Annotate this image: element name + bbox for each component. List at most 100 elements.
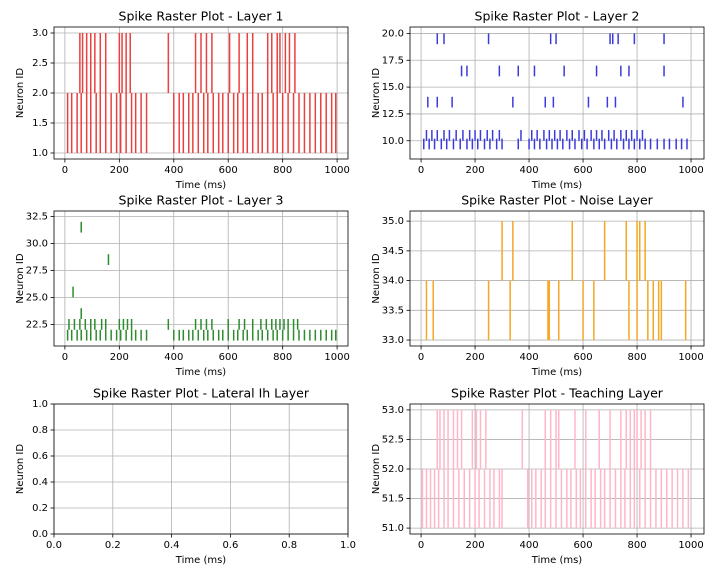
y-tick-label: 52.0: [382, 464, 404, 475]
y-tick-label: 15.0: [382, 82, 404, 93]
y-tick-label: 1.0: [32, 399, 48, 410]
x-tick-label: 0.8: [281, 540, 297, 551]
y-tick-label: 35.0: [382, 216, 404, 227]
axes-frame: [53, 403, 349, 535]
x-tick-label: 0.0: [46, 540, 62, 551]
x-tick-label: 200: [110, 352, 129, 363]
x-axis-label: Time (ms): [531, 367, 583, 378]
y-axis-label: Neuron ID: [371, 68, 382, 118]
x-tick-label: 0: [418, 540, 424, 551]
y-tick-label: 33.0: [382, 335, 404, 346]
y-axis-label: Neuron ID: [15, 444, 26, 494]
x-tick-label: 1000: [678, 165, 703, 176]
events: [423, 33, 688, 150]
x-tick-label: 1.0: [340, 540, 356, 551]
x-axis-label: Time (ms): [531, 180, 583, 191]
chart-title: Spike Raster Plot - Lateral Ih Layer: [93, 386, 310, 401]
y-tick-label: 12.5: [382, 109, 404, 120]
axes-frame: [53, 210, 349, 347]
x-tick-label: 200: [466, 352, 485, 363]
chart-title: Spike Raster Plot - Layer 1: [119, 9, 284, 24]
x-tick-label: 200: [466, 540, 485, 551]
y-tick-label: 2.5: [32, 58, 48, 69]
x-tick-label: 0: [62, 352, 68, 363]
chart-title: Spike Raster Plot - Layer 3: [119, 193, 284, 208]
y-tick-label: 25.0: [26, 292, 48, 303]
x-tick-label: 600: [574, 540, 593, 551]
x-tick-label: 0: [418, 352, 424, 363]
y-tick-label: 0.0: [32, 529, 48, 540]
x-tick-label: 800: [627, 352, 646, 363]
y-tick-label: 22.5: [26, 319, 48, 330]
chart-title: Spike Raster Plot - Noise Layer: [461, 193, 653, 208]
y-tick-label: 51.0: [382, 523, 404, 534]
subplot: 0 200 400 600 800 1000 22.5 25.0 27.5 30.0 32.5 Spi…: [15, 193, 350, 379]
events: [425, 221, 687, 341]
y-tick-label: 0.8: [32, 425, 48, 436]
subplot: 0.0 0.2 0.4 0.6 0.8 1.0 0.0 0.2 0.4 0.6 0.8 1.0 Spik…: [15, 386, 356, 567]
subplot: 0 200 400 600 800 1000 1.0 1.5 2.0 2.5 3.0 Spike Ra…: [15, 9, 350, 192]
x-tick-label: 1000: [324, 165, 349, 176]
x-tick-label: 600: [219, 165, 238, 176]
y-tick-label: 27.5: [26, 265, 48, 276]
x-tick-label: 800: [627, 165, 646, 176]
x-axis-label: Time (ms): [531, 555, 583, 566]
y-axis-label: Neuron ID: [371, 253, 382, 303]
y-tick-label: 34.0: [382, 276, 404, 287]
y-tick-label: 51.5: [382, 494, 404, 505]
events: [66, 221, 337, 341]
y-tick-label: 2.0: [32, 88, 48, 99]
y-tick-label: 52.5: [382, 434, 404, 445]
x-tick-label: 0.2: [105, 540, 121, 551]
x-tick-label: 600: [574, 165, 593, 176]
x-tick-label: 1000: [678, 352, 703, 363]
x-tick-label: 1000: [678, 540, 703, 551]
x-axis-label: Time (ms): [175, 555, 227, 566]
x-tick-label: 200: [110, 165, 129, 176]
subplot: 0 200 400 600 800 1000 33.0 33.5 34.0 34.5 35.0 Spi…: [371, 193, 705, 378]
x-tick-label: 800: [627, 540, 646, 551]
x-tick-label: 0.4: [164, 540, 180, 551]
y-tick-label: 20.0: [382, 28, 404, 39]
y-axis-label: Neuron ID: [371, 444, 382, 494]
y-axis-label: Neuron ID: [15, 253, 26, 303]
y-tick-label: 53.0: [382, 405, 404, 416]
x-tick-label: 0: [62, 165, 68, 176]
x-tick-label: 600: [574, 352, 593, 363]
x-tick-label: 400: [520, 352, 539, 363]
y-axis-label: Neuron ID: [15, 68, 26, 118]
x-tick-label: 0.6: [222, 540, 238, 551]
x-tick-label: 400: [164, 352, 183, 363]
x-tick-label: 400: [164, 165, 183, 176]
y-tick-label: 10.0: [382, 136, 404, 147]
y-tick-label: 17.5: [382, 55, 404, 66]
x-tick-label: 800: [273, 165, 292, 176]
x-axis-label: Time (ms): [175, 367, 227, 378]
y-tick-label: 0.6: [32, 451, 48, 462]
subplot: 0 200 400 600 800 1000 51.0 51.5 52.0 52.5 53.0 Spi…: [371, 386, 705, 566]
y-tick-label: 30.0: [26, 238, 48, 249]
y-tick-label: 32.5: [26, 211, 48, 222]
x-tick-label: 600: [219, 352, 238, 363]
y-tick-label: 3.0: [32, 28, 48, 39]
x-tick-label: 400: [520, 540, 539, 551]
events: [421, 409, 690, 529]
subplot: 0 200 400 600 800 1000 10.0 12.5 15.0 17.5 20.0 Spi…: [371, 9, 705, 191]
x-tick-label: 1000: [324, 352, 349, 363]
y-tick-label: 33.5: [382, 305, 404, 316]
x-axis-label: Time (ms): [175, 180, 227, 191]
y-tick-label: 0.2: [32, 503, 48, 514]
events: [66, 33, 337, 153]
y-tick-label: 34.5: [382, 246, 404, 257]
y-tick-label: 1.5: [32, 118, 48, 129]
x-tick-label: 400: [520, 165, 539, 176]
axes-frame: [409, 26, 705, 160]
x-tick-label: 200: [466, 165, 485, 176]
y-tick-label: 1.0: [32, 148, 48, 159]
axes-frame: [53, 26, 349, 160]
y-tick-label: 0.4: [32, 477, 48, 488]
x-tick-label: 800: [273, 352, 292, 363]
x-tick-label: 0: [418, 165, 424, 176]
axes-frame: [409, 403, 705, 535]
